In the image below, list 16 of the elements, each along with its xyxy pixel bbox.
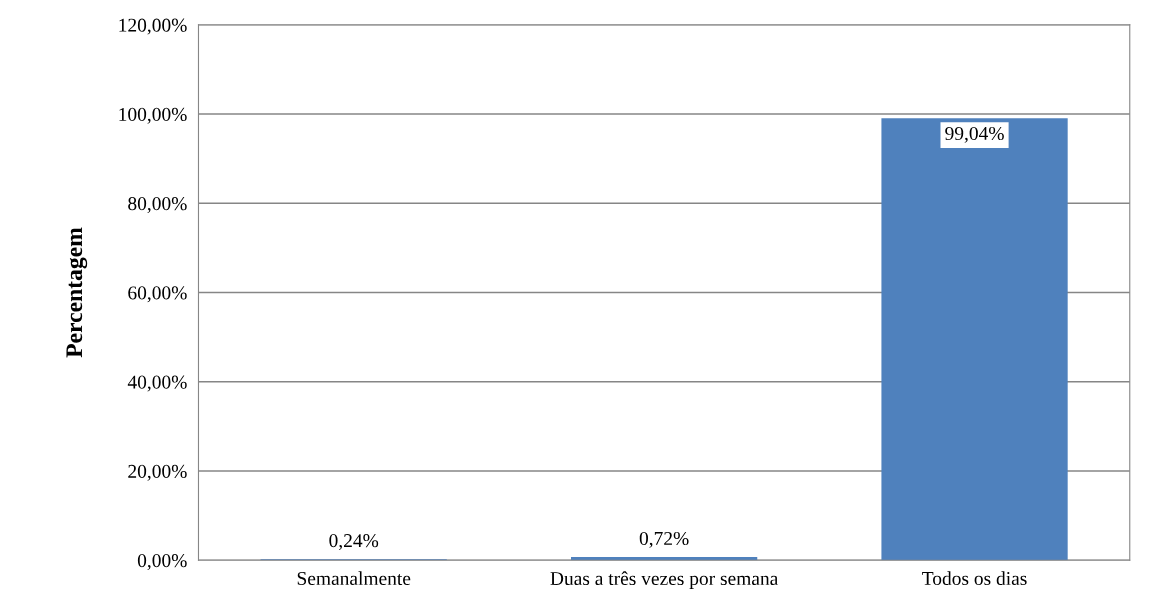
data-label: 0,72% xyxy=(639,531,689,548)
y-tick-label: 60,00% xyxy=(128,286,187,303)
x-tick-label: Todos os dias xyxy=(922,571,1027,586)
y-tick-label: 120,00% xyxy=(119,18,187,35)
data-label: 99,04% xyxy=(945,126,1004,143)
y-tick-label: 80,00% xyxy=(128,197,187,214)
bar xyxy=(571,557,758,561)
x-tick-label: Semanalmente xyxy=(297,571,411,586)
data-label: 0,24% xyxy=(329,534,379,550)
x-tick-label: Duas a três vezes por semana xyxy=(550,571,779,590)
y-tick-label: 100,00% xyxy=(119,107,187,124)
y-tick-label: 0,00% xyxy=(137,554,187,570)
bar xyxy=(881,118,1068,561)
y-tick-label: 20,00% xyxy=(128,464,187,481)
y-axis-title: Percentagem xyxy=(66,227,88,358)
y-tick-label: 40,00% xyxy=(127,375,187,392)
